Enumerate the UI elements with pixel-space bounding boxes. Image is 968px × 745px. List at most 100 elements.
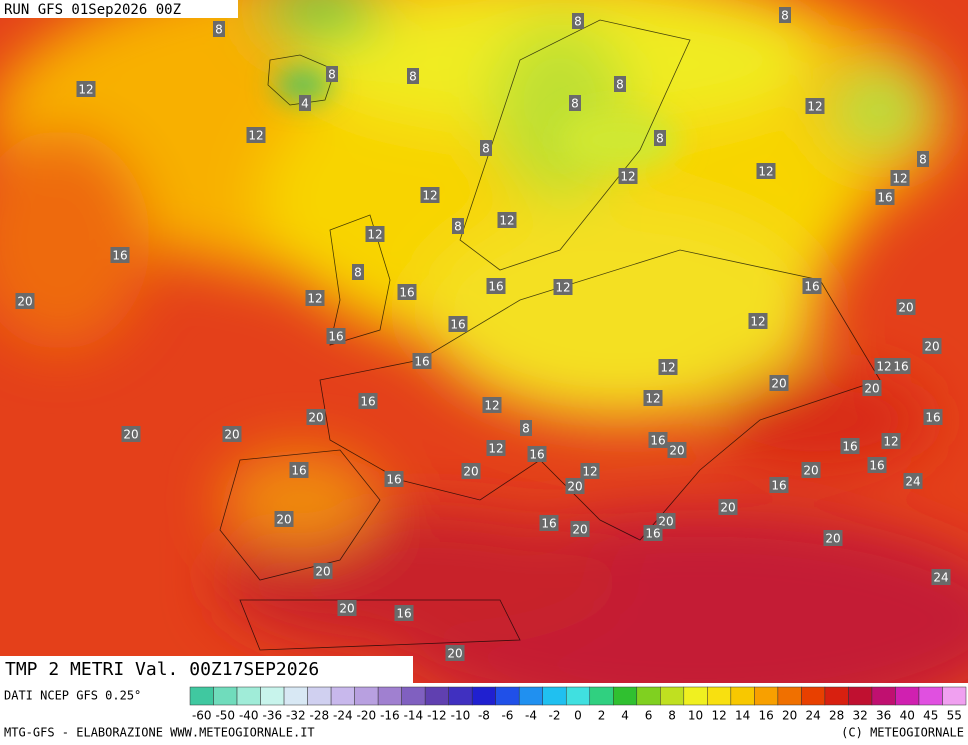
label-box	[480, 140, 492, 156]
contour-label: 16	[486, 278, 506, 294]
contour-label: 16	[648, 432, 668, 448]
scale-label: 8	[668, 709, 676, 723]
label-box	[358, 393, 378, 409]
label-box	[326, 66, 338, 82]
scale-label: 2	[598, 709, 606, 723]
contour-label: 12	[881, 433, 901, 449]
label-box	[313, 563, 333, 579]
label-text: 12	[758, 165, 773, 179]
label-box	[326, 328, 346, 344]
scale-label: -16	[380, 709, 400, 723]
contour-label: 16	[448, 316, 468, 332]
label-box	[896, 299, 916, 315]
label-text: 12	[645, 392, 660, 406]
label-box	[407, 68, 419, 84]
contour-label: 16	[643, 525, 663, 541]
scale-label: 10	[688, 709, 703, 723]
label-text: 8	[574, 15, 582, 29]
label-box	[618, 168, 638, 184]
contour-label: 16	[923, 409, 943, 425]
scale-swatch	[495, 686, 520, 706]
label-box	[337, 600, 357, 616]
label-text: 20	[17, 295, 32, 309]
label-box	[121, 426, 141, 442]
label-box	[917, 151, 929, 167]
contour-label: 20	[274, 511, 294, 527]
contour-label: 20	[313, 563, 333, 579]
label-box	[801, 462, 821, 478]
contour-label: 12	[486, 440, 506, 456]
label-text: 20	[567, 480, 582, 494]
label-box	[614, 76, 626, 92]
label-text: 20	[463, 465, 478, 479]
label-text: 8	[522, 422, 530, 436]
scale-label: -24	[333, 709, 353, 723]
label-text: 20	[224, 428, 239, 442]
label-text: 20	[123, 428, 138, 442]
scale-label: -6	[501, 709, 513, 723]
contour-label: 16	[527, 446, 547, 462]
contour-label: 16	[397, 284, 417, 300]
label-box	[289, 462, 309, 478]
label-text: 4	[301, 97, 309, 111]
label-box	[222, 426, 242, 442]
contour-label: 20	[445, 645, 465, 661]
contour-label: 12	[246, 127, 266, 143]
label-box	[452, 218, 464, 234]
label-text: 16	[386, 473, 401, 487]
contour-label: 20	[121, 426, 141, 442]
label-text: 20	[720, 501, 735, 515]
scale-label: -10	[451, 709, 471, 723]
scale-swatch	[354, 686, 379, 706]
contour-label: 16	[891, 358, 911, 374]
contour-label: 8	[480, 140, 492, 156]
label-box	[569, 95, 581, 111]
scale-swatch	[213, 686, 238, 706]
contour-label: 12	[553, 279, 573, 295]
label-text: 8	[454, 220, 462, 234]
label-box	[274, 511, 294, 527]
label-text: 8	[781, 9, 789, 23]
label-box	[840, 438, 860, 454]
contour-label: 20	[306, 409, 326, 425]
scale-swatch	[589, 686, 614, 706]
label-text: 16	[529, 448, 544, 462]
contour-label: 20	[461, 463, 481, 479]
scale-label: 12	[711, 709, 726, 723]
contour-label: 16	[867, 457, 887, 473]
contour-label: 20	[823, 530, 843, 546]
label-box	[486, 278, 506, 294]
scale-swatch	[424, 686, 449, 706]
contour-label: 16	[875, 189, 895, 205]
scale-swatch	[518, 686, 543, 706]
label-text: 12	[307, 292, 322, 306]
scale-swatch	[401, 686, 426, 706]
contour-label: 12	[748, 313, 768, 329]
label-box	[570, 521, 590, 537]
scale-swatch	[801, 686, 826, 706]
scale-swatch	[542, 686, 567, 706]
label-text: 20	[898, 301, 913, 315]
scale-label: 0	[574, 709, 582, 723]
scale-label: -2	[549, 709, 561, 723]
scale-swatch	[777, 686, 802, 706]
label-box	[305, 290, 325, 306]
contour-label: 12	[874, 358, 894, 374]
label-text: 12	[807, 100, 822, 114]
scale-label: 6	[645, 709, 653, 723]
label-text: 16	[925, 411, 940, 425]
scale-label: 4	[621, 709, 629, 723]
contour-label: 20	[801, 462, 821, 478]
label-box	[384, 471, 404, 487]
label-box	[667, 442, 687, 458]
label-box	[643, 390, 663, 406]
contour-label: 12	[497, 212, 517, 228]
title-box	[0, 656, 413, 683]
label-text: 12	[876, 360, 891, 374]
label-box	[397, 284, 417, 300]
label-box	[802, 278, 822, 294]
scale-swatch	[918, 686, 943, 706]
scale-label: 24	[806, 709, 821, 723]
